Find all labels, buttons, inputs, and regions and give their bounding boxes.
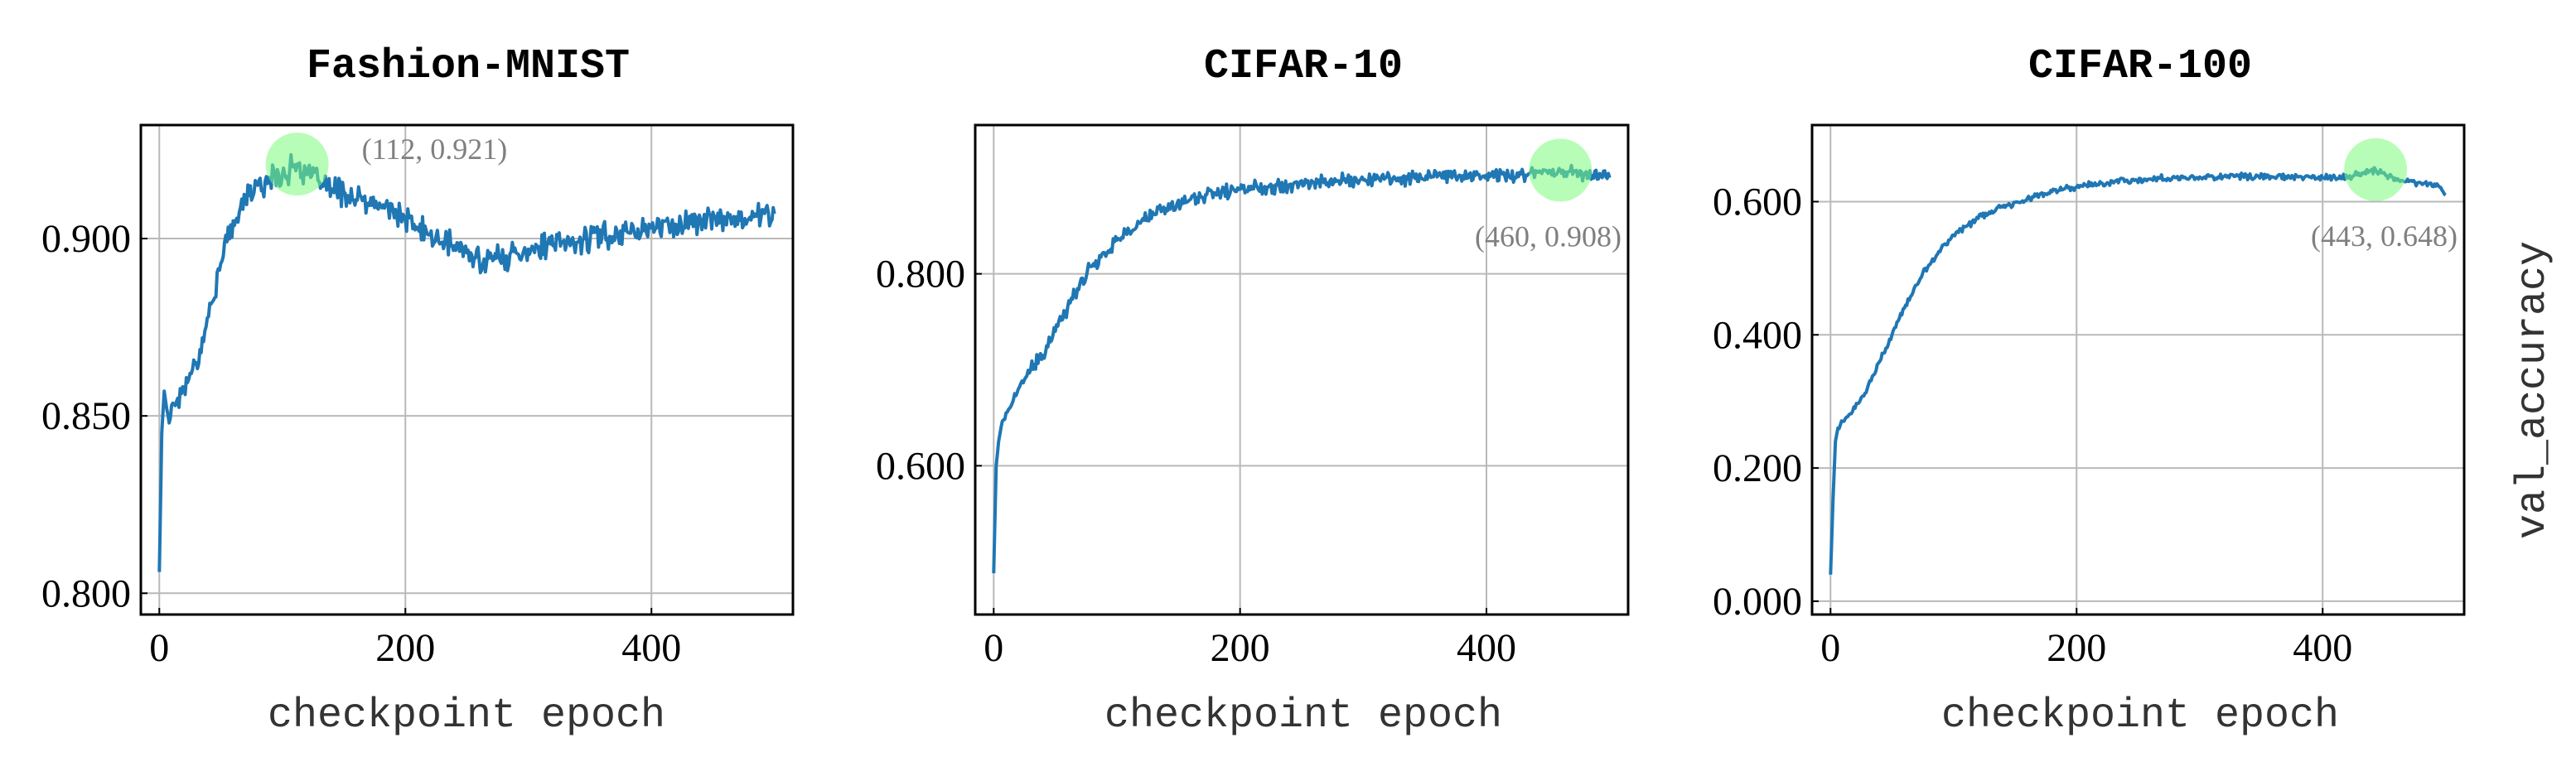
annotation-layer: (443, 0.648) (2311, 137, 2458, 253)
y-tick-label: 0.600 (876, 444, 965, 488)
tick-layer: 0 200 400 0.600 0.800 (876, 253, 1516, 670)
panel-title: CIFAR-10 (1204, 43, 1403, 90)
panel-cifar-10: CIFAR-10 (460, 0.908) 0 200 4000.6000.800 … (876, 43, 1630, 740)
annotation-layer: (112, 0.921) (265, 133, 508, 196)
y-tick-label: 0.900 (41, 217, 131, 261)
grid-layer (141, 125, 793, 615)
grid-layer (975, 125, 1628, 615)
best-checkpoint-highlight (2344, 137, 2408, 201)
x-tick-label: 400 (1457, 626, 1516, 670)
annotation-layer: (460, 0.908) (1475, 138, 1621, 253)
y-tick-label: 0.600 (1713, 180, 1802, 224)
x-tick-label: 400 (2293, 626, 2352, 670)
series-line (157, 152, 776, 572)
tick-layer: 0 200 400 0.800 0.850 0.900 (41, 217, 681, 670)
grid-layer (1812, 125, 2464, 615)
plot-frame (974, 123, 1630, 616)
x-axis-label: checkpoint epoch (1104, 692, 1502, 740)
tick-layer: 0 200 400 0.000 0.200 0.400 0.600 (1713, 180, 2352, 670)
y-tick-label: 0.200 (1713, 446, 1802, 490)
x-tick-label: 200 (1211, 626, 1270, 670)
series-layer (157, 152, 776, 572)
panel-cifar-100: CIFAR-100 (443, 0.648) 0 200 400 0.000 0.200… (1713, 43, 2466, 740)
x-axis-label: checkpoint epoch (268, 692, 665, 740)
plot-frame (1810, 123, 2466, 616)
y-axis-label: val_accuracy (2510, 241, 2557, 539)
panel-title: CIFAR-100 (2028, 43, 2252, 90)
x-axis-label: checkpoint epoch (1941, 692, 2339, 740)
best-checkpoint-label: (460, 0.908) (1475, 219, 1621, 253)
panel-title: Fashion-MNIST (307, 43, 630, 90)
y-tick-label: 0.000 (1713, 580, 1802, 624)
series-line (992, 163, 1612, 574)
best-checkpoint-label: (112, 0.921) (362, 133, 508, 166)
best-checkpoint-label: (443, 0.648) (2311, 219, 2458, 253)
best-checkpoint-highlight (1529, 138, 1592, 202)
x-tick-label: 200 (2047, 626, 2106, 670)
x-tick-label: 0 (149, 626, 169, 670)
series-layer (992, 163, 1612, 574)
y-tick-label: 0.800 (876, 253, 965, 296)
x-tick-label: 400 (621, 626, 681, 670)
x-tick-label: 200 (375, 626, 435, 670)
x-tick-label: 0 (1820, 626, 1840, 670)
x-tick-label: 0 (984, 626, 1003, 670)
series-line (1829, 166, 2447, 575)
series-layer (1829, 166, 2447, 575)
panel-fashion-mnist: Fashion-MNIST (112, 0.921) 0 200 4000.8000… (41, 43, 795, 740)
best-checkpoint-highlight (265, 133, 329, 196)
y-tick-label: 0.800 (41, 571, 131, 615)
y-tick-label: 0.400 (1713, 313, 1802, 357)
plot-frame (139, 123, 795, 616)
y-tick-label: 0.850 (41, 394, 131, 438)
